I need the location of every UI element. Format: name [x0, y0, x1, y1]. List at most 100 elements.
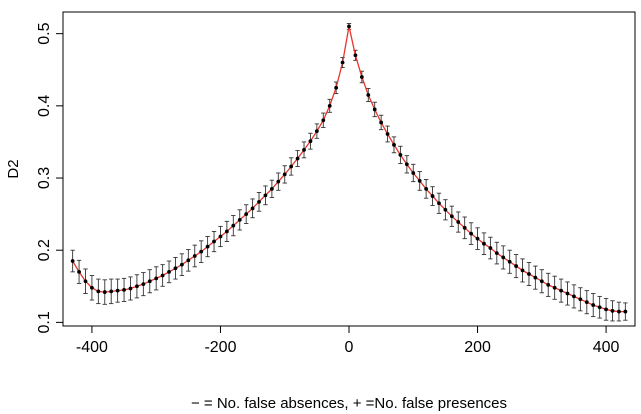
x-tick-label: 0 [345, 339, 354, 356]
data-point [449, 214, 454, 219]
data-point [237, 217, 242, 222]
data-point [398, 153, 403, 157]
x-tick-label: -200 [204, 339, 236, 356]
data-point [218, 234, 223, 239]
data-point [302, 147, 306, 152]
data-point [404, 162, 409, 167]
data-point [282, 172, 287, 177]
y-tick-label: 0.3 [36, 167, 53, 189]
data-point [443, 207, 448, 212]
data-point [520, 268, 525, 273]
data-point [572, 294, 576, 299]
data-point [366, 93, 371, 97]
x-tick-label: 200 [464, 339, 491, 356]
data-point [559, 288, 563, 293]
data-point [623, 309, 628, 314]
data-point [186, 258, 191, 263]
data-point [334, 85, 339, 90]
data-point [141, 282, 146, 287]
data-point [359, 75, 364, 79]
data-point [135, 284, 139, 289]
data-point [456, 220, 461, 224]
data-point [77, 269, 81, 274]
data-point [244, 212, 249, 217]
data-point [501, 255, 506, 260]
data-point [475, 236, 480, 241]
data-point [584, 300, 589, 305]
data-point [269, 186, 274, 191]
data-point [192, 254, 197, 258]
data-point [257, 199, 261, 204]
data-point [552, 285, 557, 290]
data-point [109, 289, 114, 294]
data-point [392, 142, 396, 147]
data-point [507, 259, 512, 264]
y-tick-label: 0.5 [36, 22, 53, 44]
data-point [115, 288, 120, 293]
data-point [308, 139, 313, 144]
plot-frame [62, 11, 636, 327]
data-point [494, 251, 499, 255]
data-point [482, 241, 486, 246]
data-point [617, 309, 621, 314]
data-point [411, 171, 416, 175]
data-point [372, 107, 377, 112]
y-tick-label: 0.1 [36, 311, 53, 333]
data-point [539, 279, 544, 284]
data-point [263, 193, 268, 198]
series-line [72, 26, 626, 313]
y-axis: 0.1 0.2 0.3 0.4 0.5 [36, 22, 63, 334]
data-point [327, 103, 332, 108]
data-point [154, 276, 159, 281]
data-point [231, 223, 236, 228]
data-point [597, 305, 602, 310]
data-point [591, 303, 596, 307]
data-point [205, 244, 210, 249]
data-point [160, 273, 165, 278]
data-point [546, 282, 551, 287]
data-point [340, 60, 345, 65]
x-axis-title: − = No. false absences, + =No. false pre… [191, 395, 507, 412]
x-axis: -400 -200 0 200 400 [76, 326, 620, 356]
data-point [314, 129, 319, 134]
data-point [353, 53, 358, 58]
data-point [385, 132, 390, 136]
data-point [321, 118, 326, 123]
data-point [212, 239, 216, 244]
data-point [424, 186, 429, 191]
data-point [90, 285, 94, 290]
data-point [417, 179, 422, 183]
data-point [430, 194, 435, 198]
data-point [70, 259, 75, 263]
data-point [437, 201, 441, 206]
x-tick-label: 400 [593, 339, 620, 356]
data-point [462, 225, 467, 230]
data-point [514, 264, 519, 268]
error-bars [70, 23, 628, 322]
data-point [147, 279, 152, 284]
data-point [578, 297, 583, 302]
data-point [179, 262, 184, 267]
y-axis-title: D2 [5, 159, 22, 178]
data-point [347, 24, 351, 29]
data-point [122, 288, 126, 292]
data-point [224, 229, 229, 234]
data-point [604, 307, 608, 312]
data-point [565, 291, 570, 296]
data-point [610, 308, 615, 313]
data-point [379, 120, 384, 125]
data-point [295, 156, 300, 161]
data-point [199, 249, 204, 254]
data-point [83, 279, 88, 284]
data-point [289, 164, 294, 169]
data-point [488, 246, 493, 250]
data-point [167, 269, 171, 274]
data-point [527, 272, 531, 276]
data-point [96, 289, 101, 294]
data-point [102, 290, 107, 294]
y-tick-label: 0.2 [36, 239, 53, 261]
y-tick-label: 0.4 [36, 95, 53, 117]
data-point [250, 206, 255, 211]
data-point [128, 286, 133, 291]
